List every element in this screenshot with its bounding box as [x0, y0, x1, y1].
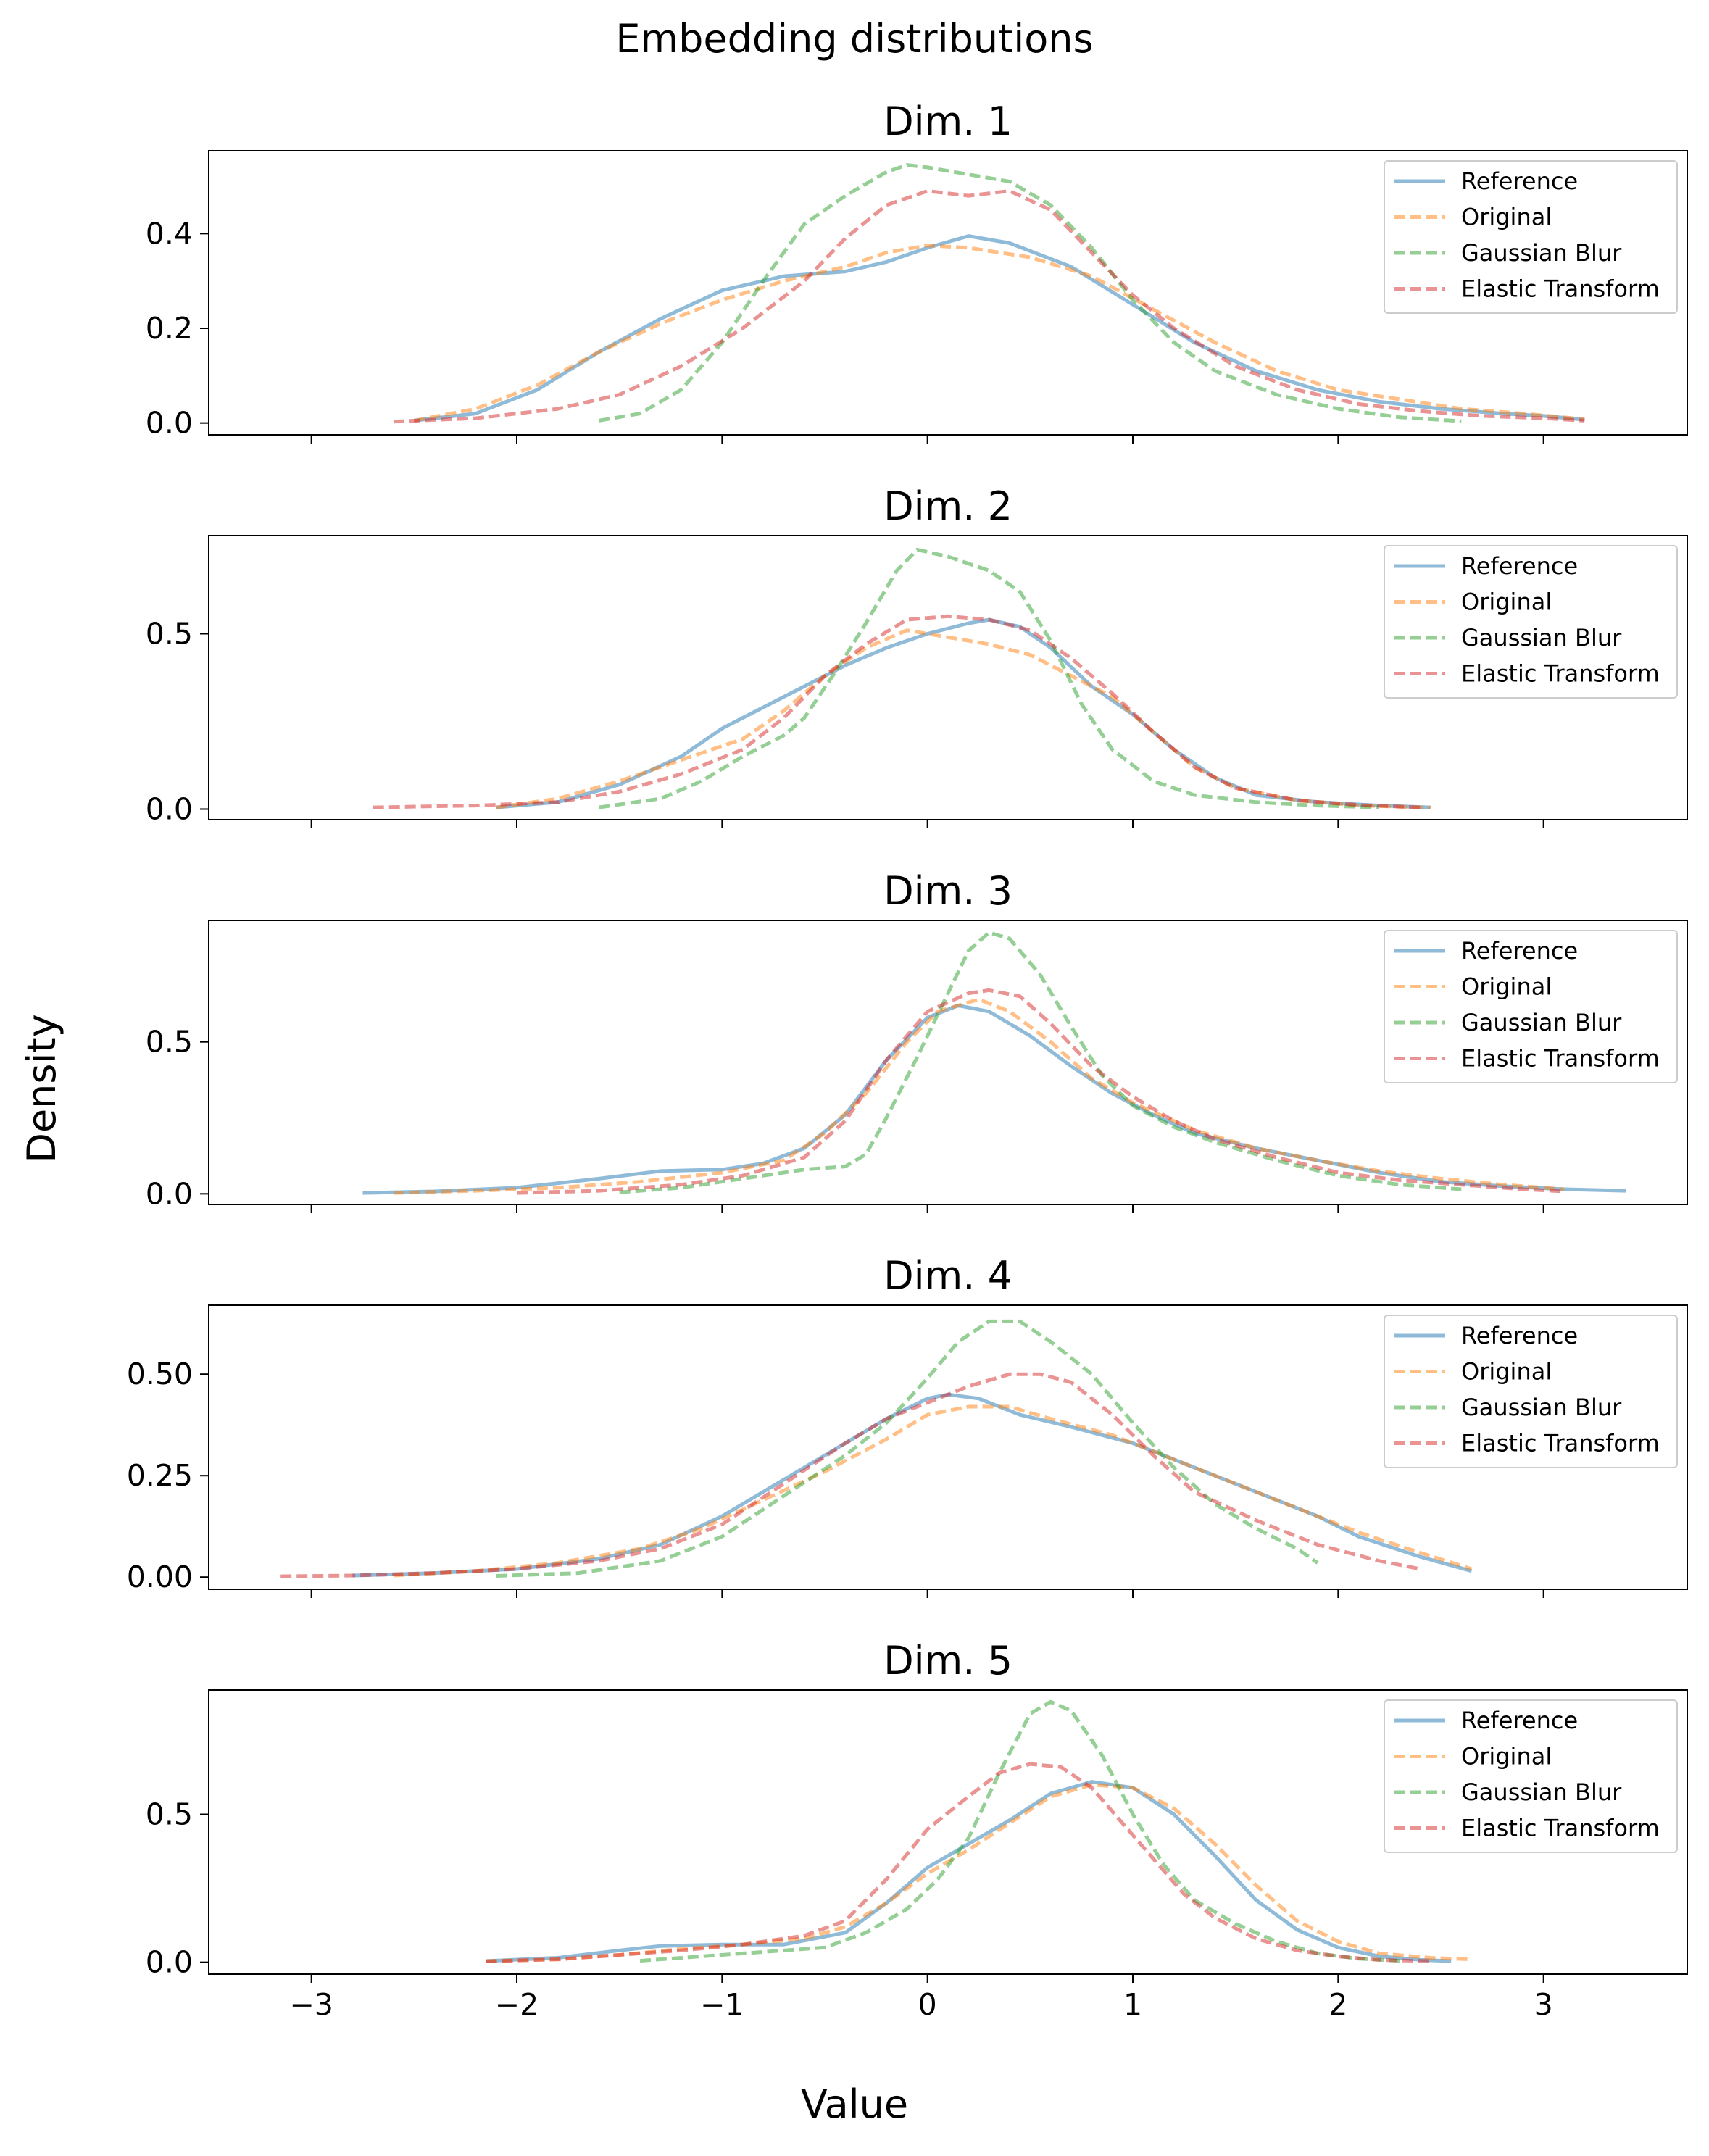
x-tick-label: 3 [1534, 1987, 1553, 2022]
legend-label: Elastic Transform [1461, 1815, 1660, 1842]
legend-label: Gaussian Blur [1461, 1009, 1622, 1036]
y-tick-label: 0.0 [146, 791, 193, 826]
legend-label: Reference [1461, 1707, 1578, 1734]
legend-label: Reference [1461, 167, 1578, 195]
legend-label: Original [1461, 204, 1552, 231]
series-line-gaussian-blur [598, 547, 1380, 809]
subplot-2: Dim. 2 0.0 0.5 Reference Original Gaussian Bl… [146, 483, 1688, 828]
legend-label: Elastic Transform [1461, 660, 1660, 688]
series-line-original [393, 997, 1565, 1195]
series-line-elastic-transform [280, 1372, 1421, 1578]
legend: Reference Original Gaussian Blur Elastic Tr… [1384, 160, 1678, 314]
axes-frame [208, 1304, 1688, 1590]
series-group [373, 547, 1431, 809]
y-tick-label: 0.5 [146, 1797, 193, 1832]
x-tick-label: −2 [495, 1987, 539, 2022]
subplot-4: Dim. 4 0.00 0.25 0.50 Reference Original Gauss… [127, 1253, 1688, 1598]
legend-label: Original [1461, 1358, 1552, 1386]
legend-frame [1384, 1315, 1678, 1468]
legend: Reference Original Gaussian Blur Elastic Tr… [1384, 930, 1678, 1083]
series-line-reference [486, 1780, 1452, 1963]
y-tick-label: 0.25 [127, 1458, 193, 1493]
x-tick-label: −3 [289, 1987, 333, 2022]
legend-frame [1384, 160, 1678, 314]
legend-label: Reference [1461, 937, 1578, 965]
x-tick-label: −1 [700, 1987, 744, 2022]
legend-frame [1384, 545, 1678, 699]
series-line-reference [414, 234, 1585, 423]
legend-label: Elastic Transform [1461, 275, 1660, 303]
legend-label: Original [1461, 1743, 1552, 1770]
axes-frame [208, 535, 1688, 820]
legend-label: Reference [1461, 1322, 1578, 1349]
x-tick-label: 2 [1328, 1987, 1347, 2022]
series-line-elastic-transform [516, 988, 1565, 1195]
legend-label: Gaussian Blur [1461, 239, 1622, 267]
y-tick-label: 0.5 [146, 1025, 193, 1060]
series-line-gaussian-blur [496, 1319, 1319, 1578]
legend-label: Original [1461, 973, 1552, 1001]
series-line-elastic-transform [393, 189, 1585, 424]
series-group [486, 1699, 1472, 1963]
series-line-gaussian-blur [639, 1699, 1400, 1963]
legend: Reference Original Gaussian Blur Elastic Tr… [1384, 1699, 1678, 1853]
y-tick-label: 0.0 [146, 406, 193, 441]
subplot-5: Dim. 5 0.0 0.5 −3 −2 −1 0 1 2 3 Reference Original G… [146, 1638, 1688, 2022]
series-line-reference [496, 617, 1431, 809]
series-line-original [413, 244, 1585, 423]
series-group [393, 163, 1585, 424]
x-axis-label: Value [801, 2081, 908, 2127]
axes-frame [208, 150, 1688, 436]
legend: Reference Original Gaussian Blur Elastic Tr… [1384, 545, 1678, 699]
subplot-title: Dim. 5 [883, 1638, 1012, 1683]
figure-title: Embedding distributions [615, 16, 1093, 62]
legend-label: Gaussian Blur [1461, 1394, 1622, 1421]
legend-label: Gaussian Blur [1461, 624, 1622, 652]
subplot-3: Dim. 3 0.0 0.5 Reference Original Gaussian Bl… [146, 868, 1688, 1213]
subplot-title: Dim. 4 [883, 1253, 1012, 1299]
legend-frame [1384, 1699, 1678, 1853]
subplot-1: Dim. 1 0.0 0.2 0.4 Reference Original Gaussian… [146, 99, 1688, 444]
subplot-title: Dim. 2 [883, 483, 1012, 529]
y-tick-label: 0.50 [127, 1357, 193, 1391]
y-tick-label: 0.2 [146, 311, 193, 346]
series-group [280, 1319, 1473, 1578]
series-line-gaussian-blur [598, 163, 1462, 423]
x-tick-label: 1 [1123, 1987, 1142, 2022]
legend-label: Gaussian Blur [1461, 1778, 1622, 1806]
series-line-elastic-transform [373, 614, 1421, 809]
series-line-gaussian-blur [619, 931, 1462, 1194]
legend-label: Reference [1461, 552, 1578, 580]
legend-frame [1384, 930, 1678, 1083]
y-tick-label: 0.5 [146, 617, 193, 652]
legend-label: Elastic Transform [1461, 1430, 1660, 1457]
series-group [362, 931, 1626, 1195]
axes-frame [208, 1689, 1688, 1975]
y-tick-label: 0.0 [146, 1176, 193, 1211]
legend: Reference Original Gaussian Blur Elastic Tr… [1384, 1315, 1678, 1468]
series-line-elastic-transform [486, 1762, 1431, 1963]
legend-label: Elastic Transform [1461, 1045, 1660, 1073]
legend-label: Original [1461, 588, 1552, 616]
y-tick-label: 0.4 [146, 216, 193, 251]
y-tick-label: 0.00 [127, 1560, 193, 1594]
x-tick-label: 0 [918, 1987, 937, 2022]
y-tick-label: 0.0 [146, 1945, 193, 1980]
y-axis-label: Density [19, 1014, 65, 1162]
subplot-title: Dim. 3 [883, 868, 1012, 914]
series-line-original [393, 1404, 1473, 1578]
axes-frame [208, 920, 1688, 1205]
subplot-title: Dim. 1 [883, 99, 1012, 144]
